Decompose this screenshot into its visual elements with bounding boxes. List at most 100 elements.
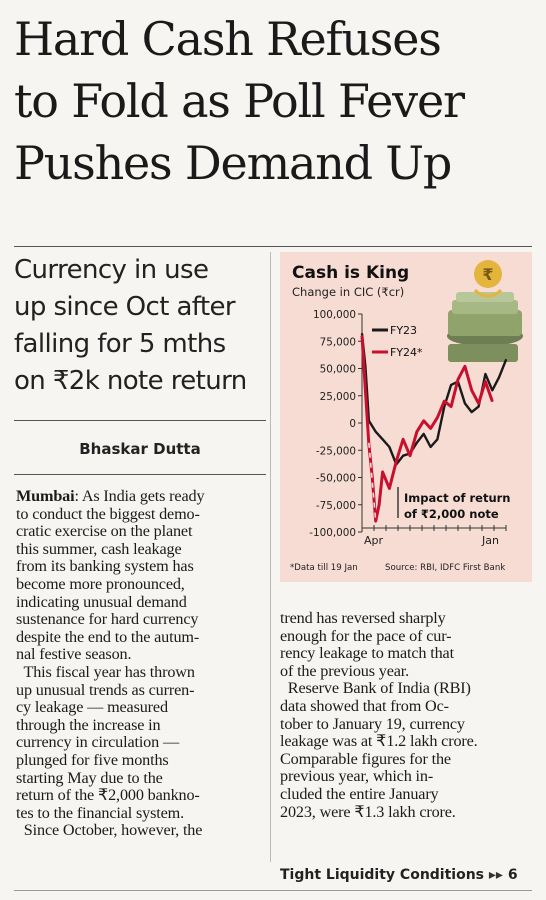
- data-point: [505, 358, 507, 361]
- data-point: [450, 383, 453, 386]
- cash-chart: Cash is King Change in CIC (₹cr) ₹ 100,0…: [280, 252, 532, 582]
- data-point: [415, 441, 418, 444]
- data-point: [409, 454, 411, 457]
- body-line: become more pronounced,: [16, 574, 185, 593]
- y-tick-label: 75,000: [320, 336, 356, 348]
- data-point: [374, 520, 377, 522]
- body-line: Mumbai: As India gets ready: [16, 487, 205, 505]
- data-point: [422, 433, 425, 435]
- body-line: Reserve Bank of India (RBI): [280, 679, 471, 698]
- body-line: nal festive season.: [16, 645, 132, 664]
- body-line: cy leakage — measured: [16, 698, 168, 717]
- data-point: [364, 389, 367, 392]
- body-line: indicating unusual demand: [16, 592, 187, 611]
- headline-rule: [14, 246, 532, 247]
- double-arrow-icon: ▸▸: [488, 867, 503, 883]
- body-line: starting May due to the: [16, 768, 163, 787]
- deck-line: Currency in use: [14, 255, 209, 285]
- svg-text:₹: ₹: [482, 265, 493, 284]
- legend-label: FY23: [390, 324, 417, 337]
- data-point: [443, 400, 446, 403]
- y-tick-label: -25,000: [316, 445, 356, 457]
- body-line: sustenance for hard currency: [16, 610, 199, 629]
- data-point: [422, 419, 425, 422]
- data-point: [436, 438, 439, 441]
- bottom-rule: [14, 890, 532, 891]
- data-point: [395, 460, 398, 463]
- y-tick-label: 25,000: [320, 391, 356, 403]
- cash-stack-illustration: ₹: [447, 260, 523, 362]
- headline-line: Hard Cash Refuses: [14, 12, 442, 66]
- data-point: [484, 380, 487, 383]
- data-point: [470, 389, 473, 392]
- body-line: leakage was at ₹1.2 lakh crore.: [280, 732, 478, 751]
- body-line: through the increase in: [16, 715, 161, 734]
- data-point: [429, 427, 432, 430]
- y-tick-label: 50,000: [320, 364, 356, 376]
- continuation-page: 6: [507, 867, 518, 883]
- annotation: Impact of return of ₹2,000 note: [397, 487, 511, 521]
- data-point: [443, 405, 446, 408]
- data-point: [402, 438, 405, 441]
- body-line: enough for the pace of cur-: [280, 626, 452, 645]
- annotation-line: of ₹2,000 note: [404, 507, 499, 521]
- y-tick-label: 0: [349, 418, 356, 430]
- chart-source: Source: RBI, IDFC First Bank: [385, 563, 505, 573]
- data-point: [498, 376, 501, 379]
- article-column-2: trend has reversed sharply enough for th…: [280, 609, 532, 821]
- data-point: [361, 334, 363, 337]
- headline-line: Pushes Demand Up: [14, 136, 452, 190]
- deck: Currency in use up since Oct after falli…: [14, 252, 266, 400]
- body-line: previous year, which in-: [280, 767, 434, 786]
- article-column-1: Mumbai: As India gets ready to conduct t…: [16, 487, 266, 840]
- data-point: [450, 405, 453, 408]
- headline: Hard Cash Refuses to Fold as Poll Fever …: [14, 8, 534, 194]
- body-line: return of the ₹2,000 bankno-: [16, 786, 200, 805]
- data-point: [388, 446, 391, 448]
- byline: Bhaskar Dutta: [79, 440, 201, 458]
- dateline: Mumbai: [16, 487, 75, 505]
- annotation-line: Impact of return: [404, 491, 511, 505]
- body-line: Comparable figures for the: [280, 749, 451, 768]
- body-line: cratic exercise on the planet: [16, 522, 193, 541]
- data-point: [484, 373, 487, 375]
- body-line: despite the end to the autum-: [16, 627, 200, 646]
- data-point: [388, 487, 391, 490]
- body-line: of the previous year.: [280, 661, 410, 680]
- byline-rule: [14, 474, 266, 475]
- body-line: This fiscal year has thrown: [16, 662, 195, 681]
- body-line: rency leakage to match that: [280, 644, 454, 663]
- headline-line: to Fold as Poll Fever: [14, 74, 465, 128]
- y-axis: 100,000 75,000 50,000 25,000 0 -25,000 -50,000…: [309, 309, 363, 539]
- dashed-overlay: [368, 442, 377, 522]
- series-layer: [360, 332, 508, 523]
- data-point: [402, 454, 405, 457]
- data-point: [436, 416, 439, 419]
- data-point: [415, 430, 418, 433]
- x-tick-label: Apr: [364, 534, 384, 547]
- body-line: trend has reversed sharply: [280, 609, 446, 627]
- y-tick-label: -75,000: [316, 500, 356, 512]
- continuation-label: Tight Liquidity Conditions: [280, 867, 485, 883]
- body-line: this summer, cash leakage: [16, 539, 182, 558]
- body-line: tober to January 19, currency: [280, 714, 465, 733]
- data-point: [381, 438, 384, 441]
- data-point: [374, 430, 377, 433]
- data-point: [463, 402, 466, 405]
- chart-title: Cash is King: [292, 263, 409, 283]
- data-point: [381, 471, 384, 473]
- legend: FY23 FY24*: [372, 324, 423, 359]
- data-point: [477, 405, 480, 408]
- deck-line: up since Oct after: [14, 292, 236, 322]
- data-point: [463, 365, 466, 368]
- body-line: to conduct the biggest demo-: [16, 504, 200, 523]
- data-point: [470, 411, 473, 413]
- chart-footnote: *Data till 19 Jan: [290, 563, 358, 573]
- body-line: from its banking system has: [16, 557, 194, 576]
- x-tick-label: Jan: [481, 534, 499, 547]
- body-line: up unusual trends as curren-: [16, 680, 195, 699]
- body-line: 2023, were ₹1.3 lakh crore.: [280, 802, 456, 821]
- chart-svg: Cash is King Change in CIC (₹cr) ₹ 100,0…: [290, 260, 523, 573]
- data-point: [477, 402, 480, 405]
- continuation-jump[interactable]: Tight Liquidity Conditions ▸▸ 6: [280, 867, 518, 883]
